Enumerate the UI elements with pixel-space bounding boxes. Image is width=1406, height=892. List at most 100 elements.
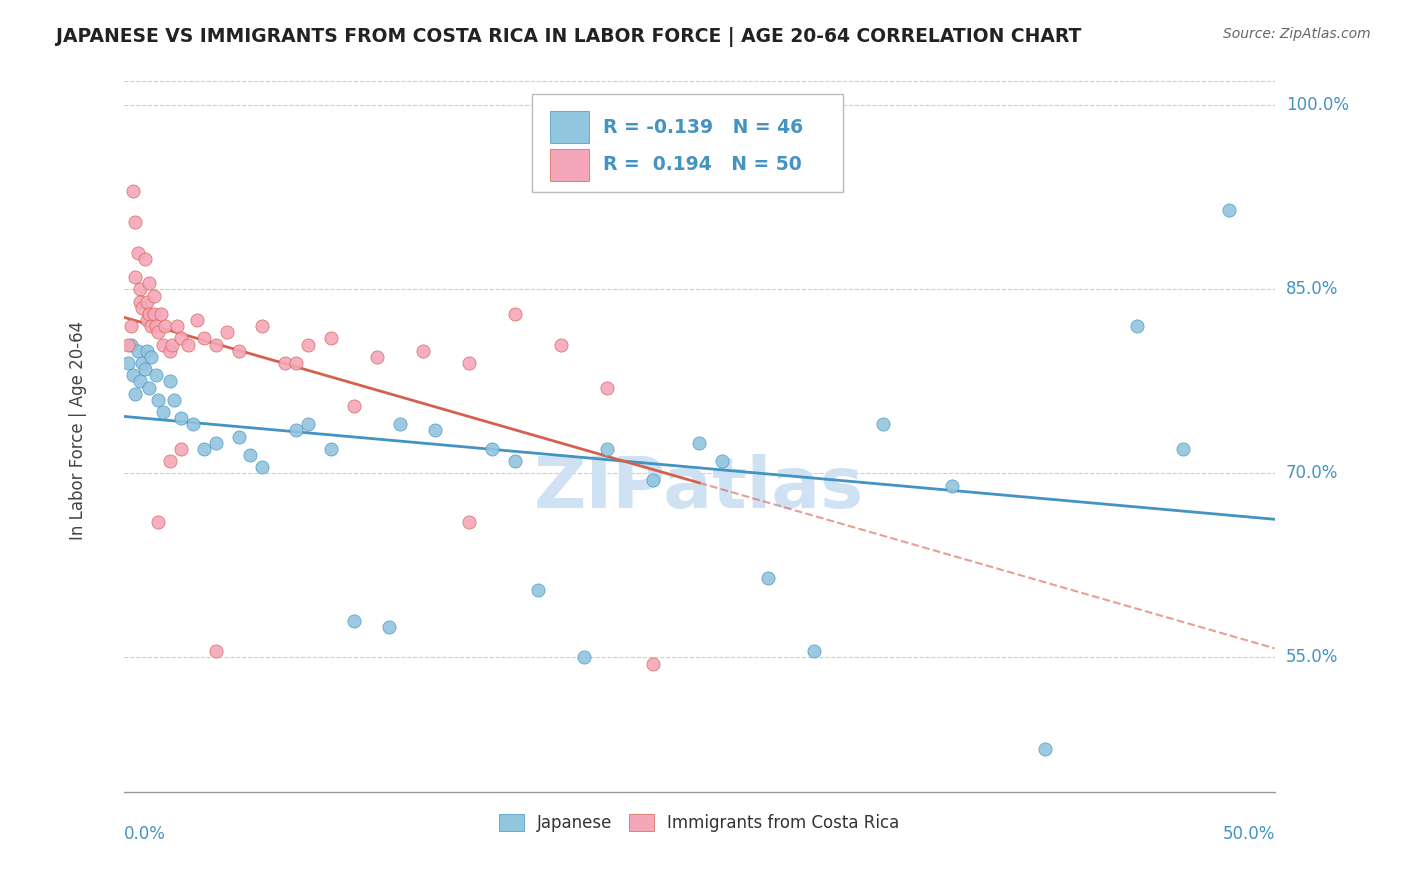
Point [711,454,734,468]
Point [1033,742,1056,756]
Point [872,417,894,432]
Point [134,362,156,376]
Point [141,350,163,364]
Point [458,516,481,530]
Point [127,343,149,358]
Point [155,319,177,334]
Point [138,277,160,291]
Point [643,473,665,487]
Point [166,319,188,334]
Point [250,460,273,475]
Point [205,337,228,351]
Point [135,343,157,358]
Point [145,319,167,334]
Point [239,448,262,462]
Text: 55.0%: 55.0% [1286,648,1339,666]
Point [688,435,710,450]
Point [643,657,665,671]
Point [481,442,503,456]
Point [193,331,215,345]
Point [159,454,181,468]
Point [122,184,145,198]
Point [550,337,572,351]
Point [117,337,139,351]
Point [159,375,181,389]
Legend: Japanese, Immigrants from Costa Rica: Japanese, Immigrants from Costa Rica [492,807,907,838]
Text: ZIPatlas: ZIPatlas [534,454,865,523]
Point [181,417,204,432]
Point [228,343,250,358]
Text: R =  0.194   N = 50: R = 0.194 N = 50 [603,155,801,174]
Text: 0.0%: 0.0% [124,825,166,843]
Point [127,245,149,260]
Point [377,620,399,634]
Point [170,442,193,456]
Point [458,356,481,370]
Point [366,350,388,364]
Point [138,307,160,321]
Point [503,454,526,468]
Text: 70.0%: 70.0% [1286,465,1339,483]
Point [319,442,342,456]
Point [319,331,342,345]
Text: Source: ZipAtlas.com: Source: ZipAtlas.com [1223,27,1371,41]
Point [163,392,186,407]
Point [228,429,250,443]
Point [138,380,160,394]
Point [148,326,170,340]
Point [205,644,228,658]
Point [129,294,152,309]
Point [120,337,142,351]
Point [186,313,208,327]
Point [129,282,152,296]
Point [135,294,157,309]
Point [141,319,163,334]
Point [122,368,145,383]
Point [177,337,200,351]
Point [145,368,167,383]
Text: R = -0.139   N = 46: R = -0.139 N = 46 [603,118,803,136]
Point [803,644,825,658]
Point [120,319,142,334]
Point [205,435,228,450]
Point [572,650,595,665]
Point [170,411,193,425]
Point [142,288,165,302]
Point [285,424,308,438]
Point [149,307,172,321]
Point [412,343,434,358]
Point [596,380,619,394]
Point [389,417,412,432]
Point [124,215,146,229]
Point [1125,319,1147,334]
Text: In Labor Force | Age 20-64: In Labor Force | Age 20-64 [69,321,87,540]
FancyBboxPatch shape [533,94,844,192]
Text: JAPANESE VS IMMIGRANTS FROM COSTA RICA IN LABOR FORCE | AGE 20-64 CORRELATION CH: JAPANESE VS IMMIGRANTS FROM COSTA RICA I… [56,27,1081,46]
Point [503,307,526,321]
Point [142,307,165,321]
Point [941,478,963,492]
Point [1218,202,1240,217]
Point [193,442,215,456]
Point [152,337,174,351]
Point [134,252,156,266]
Point [117,356,139,370]
Point [129,375,152,389]
Point [131,301,153,315]
Point [297,337,319,351]
Point [596,442,619,456]
Point [131,356,153,370]
Point [1171,442,1194,456]
Point [756,571,779,585]
Point [152,405,174,419]
Point [148,392,170,407]
Point [423,424,446,438]
Point [135,313,157,327]
Point [250,319,273,334]
Point [527,582,550,597]
Point [159,343,181,358]
Point [124,386,146,401]
Point [124,270,146,285]
Point [285,356,308,370]
Text: 100.0%: 100.0% [1286,96,1348,114]
